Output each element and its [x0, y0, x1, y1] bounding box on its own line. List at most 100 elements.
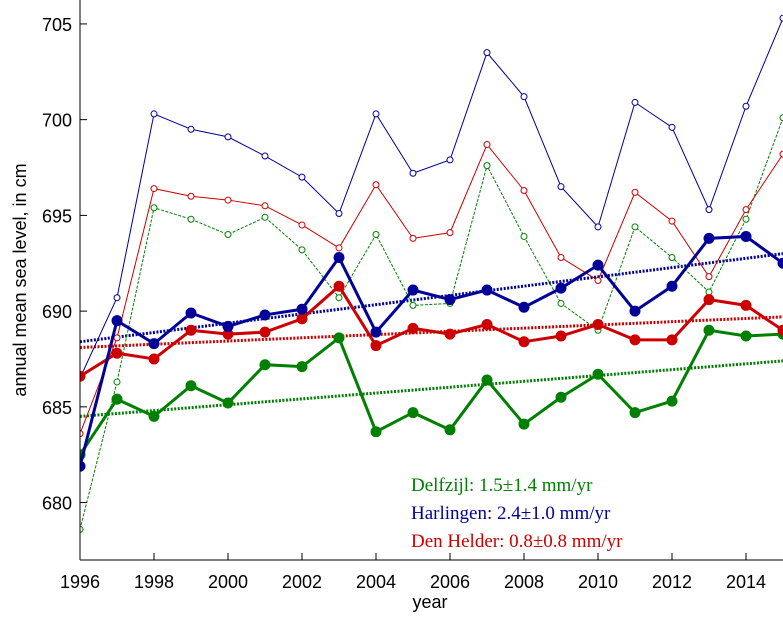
data-point — [113, 378, 121, 386]
trend-line — [80, 252, 783, 344]
data-point — [298, 221, 306, 229]
annotation: Harlingen: 2.4±1.0 mm/yr — [411, 503, 611, 524]
data-point — [185, 307, 197, 319]
data-point — [703, 324, 715, 336]
data-point — [668, 254, 676, 262]
x-tick-label: 1996 — [60, 572, 100, 592]
y-tick-label: 695 — [42, 206, 72, 226]
x-tick-label: 2006 — [430, 572, 470, 592]
data-point — [483, 49, 491, 57]
x-tick-label: 2010 — [578, 572, 618, 592]
series-line — [80, 234, 783, 467]
data-point — [150, 185, 158, 193]
plot-area — [80, 14, 783, 533]
data-point — [705, 273, 713, 281]
data-point — [333, 332, 345, 344]
data-point — [409, 301, 417, 309]
data-point — [555, 282, 567, 294]
data-point — [80, 370, 86, 382]
data-point — [592, 319, 604, 331]
data-point — [409, 169, 417, 177]
data-point — [705, 288, 713, 296]
data-point — [668, 123, 676, 131]
data-point — [740, 330, 752, 342]
data-point — [592, 259, 604, 271]
data-point — [261, 152, 269, 160]
data-point — [446, 229, 454, 237]
y-tick-label: 700 — [42, 111, 72, 131]
data-point — [185, 324, 197, 336]
data-point — [740, 299, 752, 311]
data-point — [261, 213, 269, 221]
data-point — [666, 280, 678, 292]
y-tick-label: 685 — [42, 398, 72, 418]
data-point — [372, 110, 380, 118]
y-tick-label: 680 — [42, 494, 72, 514]
data-point — [779, 114, 783, 122]
data-point — [370, 326, 382, 338]
data-point — [335, 209, 343, 217]
data-point — [483, 162, 491, 170]
data-point — [187, 125, 195, 133]
y-axis-label: annual mean sea level, in cm — [10, 163, 30, 396]
data-point — [296, 313, 308, 325]
data-point — [518, 336, 530, 348]
annotation: Den Helder: 0.8±0.8 mm/yr — [411, 531, 623, 552]
data-point — [113, 294, 121, 302]
data-point — [298, 173, 306, 181]
data-point — [557, 299, 565, 307]
data-point — [259, 326, 271, 338]
data-point — [409, 234, 417, 242]
y-tick-label: 690 — [42, 302, 72, 322]
x-tick-label: 2014 — [726, 572, 766, 592]
data-point — [629, 305, 641, 317]
data-point — [407, 322, 419, 334]
data-point — [372, 181, 380, 189]
data-point — [555, 330, 567, 342]
data-point — [520, 93, 528, 101]
x-tick-label: 2008 — [504, 572, 544, 592]
data-point — [261, 202, 269, 210]
data-point — [779, 150, 783, 158]
data-point — [518, 301, 530, 313]
data-point — [742, 215, 750, 223]
series-line — [80, 283, 783, 378]
data-point — [370, 426, 382, 438]
data-point — [80, 430, 84, 438]
data-point — [631, 98, 639, 106]
data-point — [481, 284, 493, 296]
data-point — [148, 410, 160, 422]
series-line — [80, 117, 783, 530]
data-point — [557, 254, 565, 262]
data-point — [444, 294, 456, 306]
data-point — [224, 133, 232, 141]
data-point — [631, 223, 639, 231]
data-point — [407, 284, 419, 296]
x-tick-label: 2004 — [356, 572, 396, 592]
data-point — [742, 206, 750, 214]
series-line — [80, 17, 783, 379]
data-point — [187, 192, 195, 200]
y-tick-label: 705 — [42, 15, 72, 35]
data-point — [742, 102, 750, 110]
data-point — [111, 315, 123, 327]
data-point — [80, 460, 86, 472]
data-point — [187, 215, 195, 223]
data-point — [481, 374, 493, 386]
data-point — [518, 418, 530, 430]
data-point — [483, 141, 491, 149]
data-point — [224, 231, 232, 239]
data-point — [407, 407, 419, 419]
data-point — [259, 309, 271, 321]
data-point — [555, 391, 567, 403]
data-point — [666, 334, 678, 346]
x-tick-label: 1998 — [134, 572, 174, 592]
annotation: Delfzijl: 1.5±1.4 mm/yr — [411, 475, 593, 496]
data-point — [629, 407, 641, 419]
data-point — [481, 319, 493, 331]
data-point — [703, 294, 715, 306]
x-tick-label: 2012 — [652, 572, 692, 592]
data-point — [150, 110, 158, 118]
data-point — [113, 334, 121, 342]
